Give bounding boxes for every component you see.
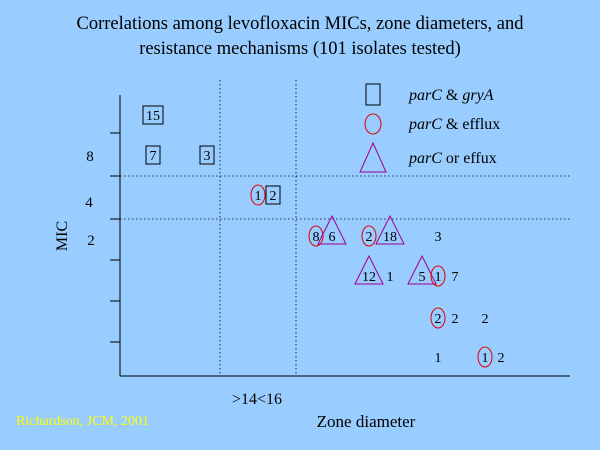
square-marker	[199, 145, 215, 165]
y-tick-label: 2	[87, 233, 95, 249]
title-line-1: Correlations among levofloxacin MICs, zo…	[76, 14, 524, 34]
data-count-label: 5	[419, 270, 426, 285]
data-count-label: 1	[387, 270, 394, 285]
circle-marker	[250, 184, 266, 206]
square-marker	[265, 185, 281, 205]
circle-marker	[308, 225, 324, 247]
data-count-label: 3	[204, 149, 211, 164]
data-count-label: 3	[435, 230, 442, 245]
data-count-label: 2	[482, 312, 489, 327]
y-tick-label: 4	[85, 195, 93, 211]
data-count-label: 7	[452, 270, 459, 285]
legend-circle-icon	[364, 113, 382, 135]
legend-square-icon	[365, 83, 381, 106]
data-count-label: 2	[270, 189, 277, 204]
data-count-label: 1	[255, 189, 262, 204]
data-count-label: 2	[435, 312, 442, 327]
legend: parC & gryA parC & efflux parC or effux	[359, 83, 500, 173]
data-count-label: 7	[150, 149, 157, 164]
data-count-label: 2	[498, 351, 505, 366]
circle-marker	[430, 307, 446, 329]
title-line-2: resistance mechanisms (101 isolates test…	[139, 39, 461, 59]
data-count-label: 6	[329, 230, 336, 245]
triangle-marker	[407, 254, 437, 285]
circle-marker	[477, 346, 493, 368]
circle-marker	[430, 265, 446, 287]
data-count-label: 18	[383, 230, 397, 245]
data-count-label: 12	[362, 270, 376, 285]
square-marker	[145, 145, 161, 165]
data-count-label: 8	[313, 230, 320, 245]
x-tick-label: >14<16	[232, 391, 282, 408]
legend-label-1: parC & gryA	[408, 87, 494, 104]
legend-label-3: parC or effux	[408, 150, 497, 167]
data-marks: 157 31 28 6 2 18 312 1 5 1 72 2 21 1 2	[142, 105, 505, 368]
chart-title: Correlations among levofloxacin MICs, zo…	[0, 12, 600, 62]
data-count-label: 2	[452, 312, 459, 327]
y-axis-label: MIC	[54, 221, 71, 251]
triangle-marker	[354, 254, 384, 285]
triangle-marker	[317, 214, 347, 245]
legend-label-2: parC & efflux	[408, 116, 500, 133]
triangle-marker	[375, 214, 405, 245]
y-tick-label: 8	[86, 149, 94, 165]
square-marker	[142, 105, 164, 125]
data-count-label: 2	[366, 230, 373, 245]
axes: 8 4 2 >14<16 MIC Zone diameter	[54, 80, 570, 431]
data-count-label: 1	[435, 270, 442, 285]
data-count-label: 15	[146, 109, 160, 124]
legend-triangle-icon	[359, 141, 387, 173]
data-count-label: 1	[482, 351, 489, 366]
data-count-label: 1	[435, 351, 442, 366]
source-note: Richardson, JCM, 2001	[16, 414, 149, 429]
circle-marker	[361, 225, 377, 247]
x-axis-label: Zone diameter	[317, 412, 416, 431]
